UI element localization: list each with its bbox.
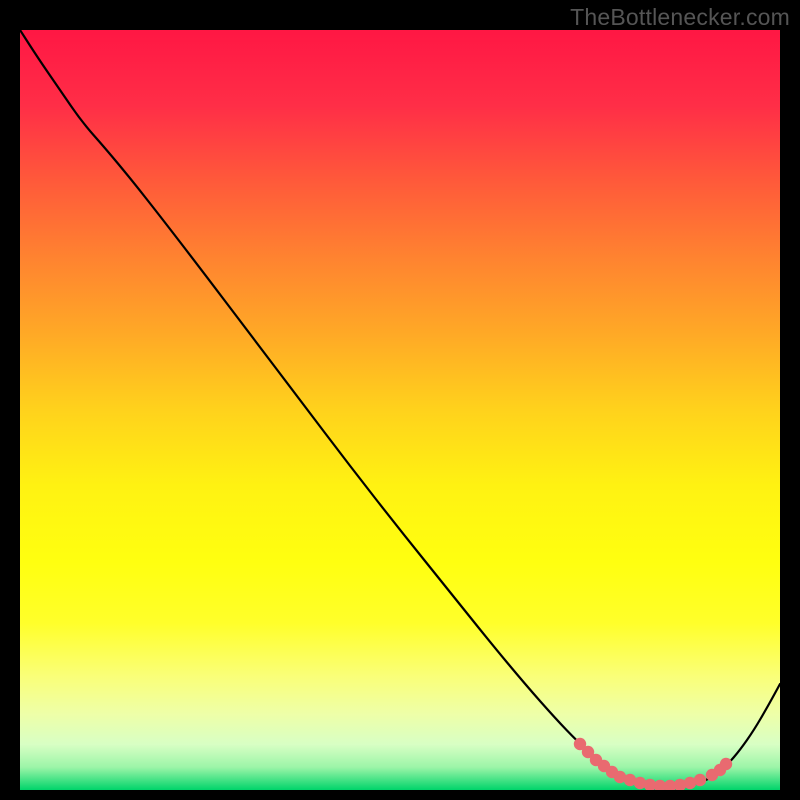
marker-dot <box>694 774 706 786</box>
watermark: TheBottlenecker.com <box>570 4 790 31</box>
chart-svg <box>20 30 780 790</box>
marker-dot <box>720 758 732 770</box>
chart-container: TheBottlenecker.com <box>0 0 800 800</box>
plot-area <box>20 30 780 790</box>
gradient-background <box>20 30 780 790</box>
